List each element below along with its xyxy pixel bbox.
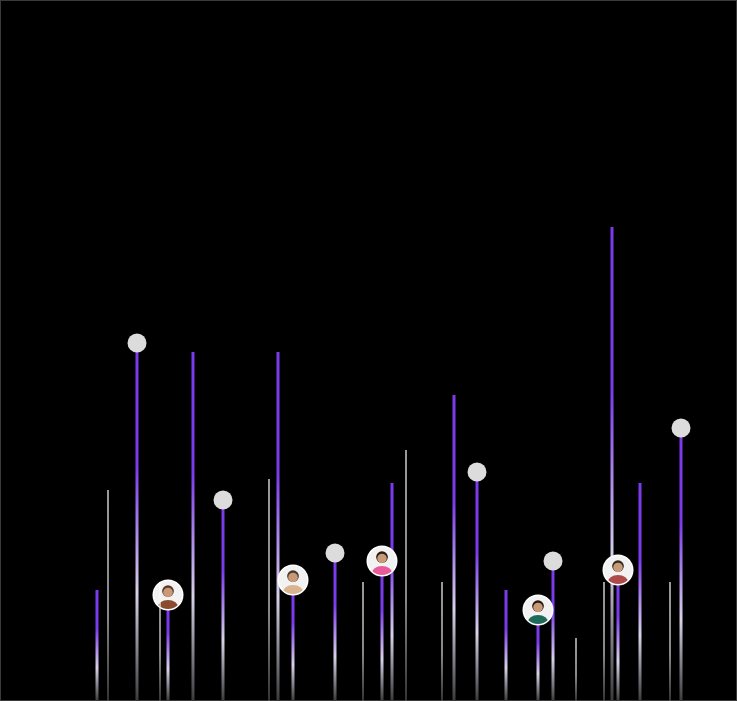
series-1 bbox=[128, 334, 691, 701]
stem bbox=[405, 450, 406, 701]
stem bbox=[603, 582, 604, 701]
stem bbox=[391, 483, 394, 701]
stem bbox=[669, 582, 670, 701]
avatar-face bbox=[377, 554, 387, 564]
avatar-body bbox=[158, 600, 179, 617]
avatar-hair bbox=[162, 585, 174, 597]
stem bbox=[505, 590, 508, 701]
stem bbox=[639, 483, 642, 701]
stem bbox=[552, 561, 555, 701]
avatar-face bbox=[163, 588, 173, 598]
avatar-face bbox=[613, 563, 623, 573]
stem bbox=[362, 582, 363, 701]
stem bbox=[441, 582, 442, 701]
marker-circle bbox=[544, 552, 563, 571]
stem bbox=[453, 395, 456, 701]
avatar-body bbox=[283, 585, 304, 602]
avatar-hair bbox=[287, 570, 299, 582]
avatar-hair bbox=[376, 551, 388, 563]
stem bbox=[292, 580, 295, 701]
stem bbox=[268, 479, 269, 701]
chart bbox=[0, 0, 737, 701]
marker-circle bbox=[326, 544, 345, 563]
series-2 bbox=[153, 546, 634, 701]
avatar-hair bbox=[532, 600, 544, 612]
marker-circle bbox=[214, 491, 233, 510]
stem bbox=[476, 472, 479, 701]
stem bbox=[680, 428, 683, 701]
avatar-body bbox=[608, 575, 629, 592]
stem bbox=[167, 595, 170, 701]
stem bbox=[334, 553, 337, 701]
stem bbox=[575, 638, 576, 701]
avatar-face bbox=[288, 573, 298, 583]
marker-circle bbox=[672, 419, 691, 438]
stem bbox=[192, 352, 195, 701]
stem bbox=[277, 352, 280, 701]
stem bbox=[617, 570, 620, 701]
marker-circle bbox=[468, 463, 487, 482]
avatar bbox=[603, 555, 634, 592]
avatar bbox=[523, 595, 554, 632]
avatar-body bbox=[372, 566, 393, 583]
stem bbox=[611, 227, 614, 701]
avatar-hair bbox=[612, 560, 624, 572]
avatar-face bbox=[533, 603, 543, 613]
marker-circle bbox=[128, 334, 147, 353]
avatar bbox=[367, 546, 398, 583]
stem bbox=[381, 561, 384, 701]
stem bbox=[136, 343, 139, 701]
background bbox=[0, 0, 737, 701]
stem bbox=[96, 590, 99, 701]
series-0 bbox=[96, 227, 642, 701]
avatar bbox=[153, 580, 184, 617]
stem bbox=[222, 500, 225, 701]
stem bbox=[107, 490, 108, 701]
stem bbox=[159, 582, 160, 701]
avatar-body bbox=[528, 615, 549, 632]
avatar bbox=[278, 565, 309, 602]
series-3 bbox=[107, 450, 670, 701]
plot-frame bbox=[1, 1, 737, 701]
plot-area bbox=[96, 227, 691, 701]
